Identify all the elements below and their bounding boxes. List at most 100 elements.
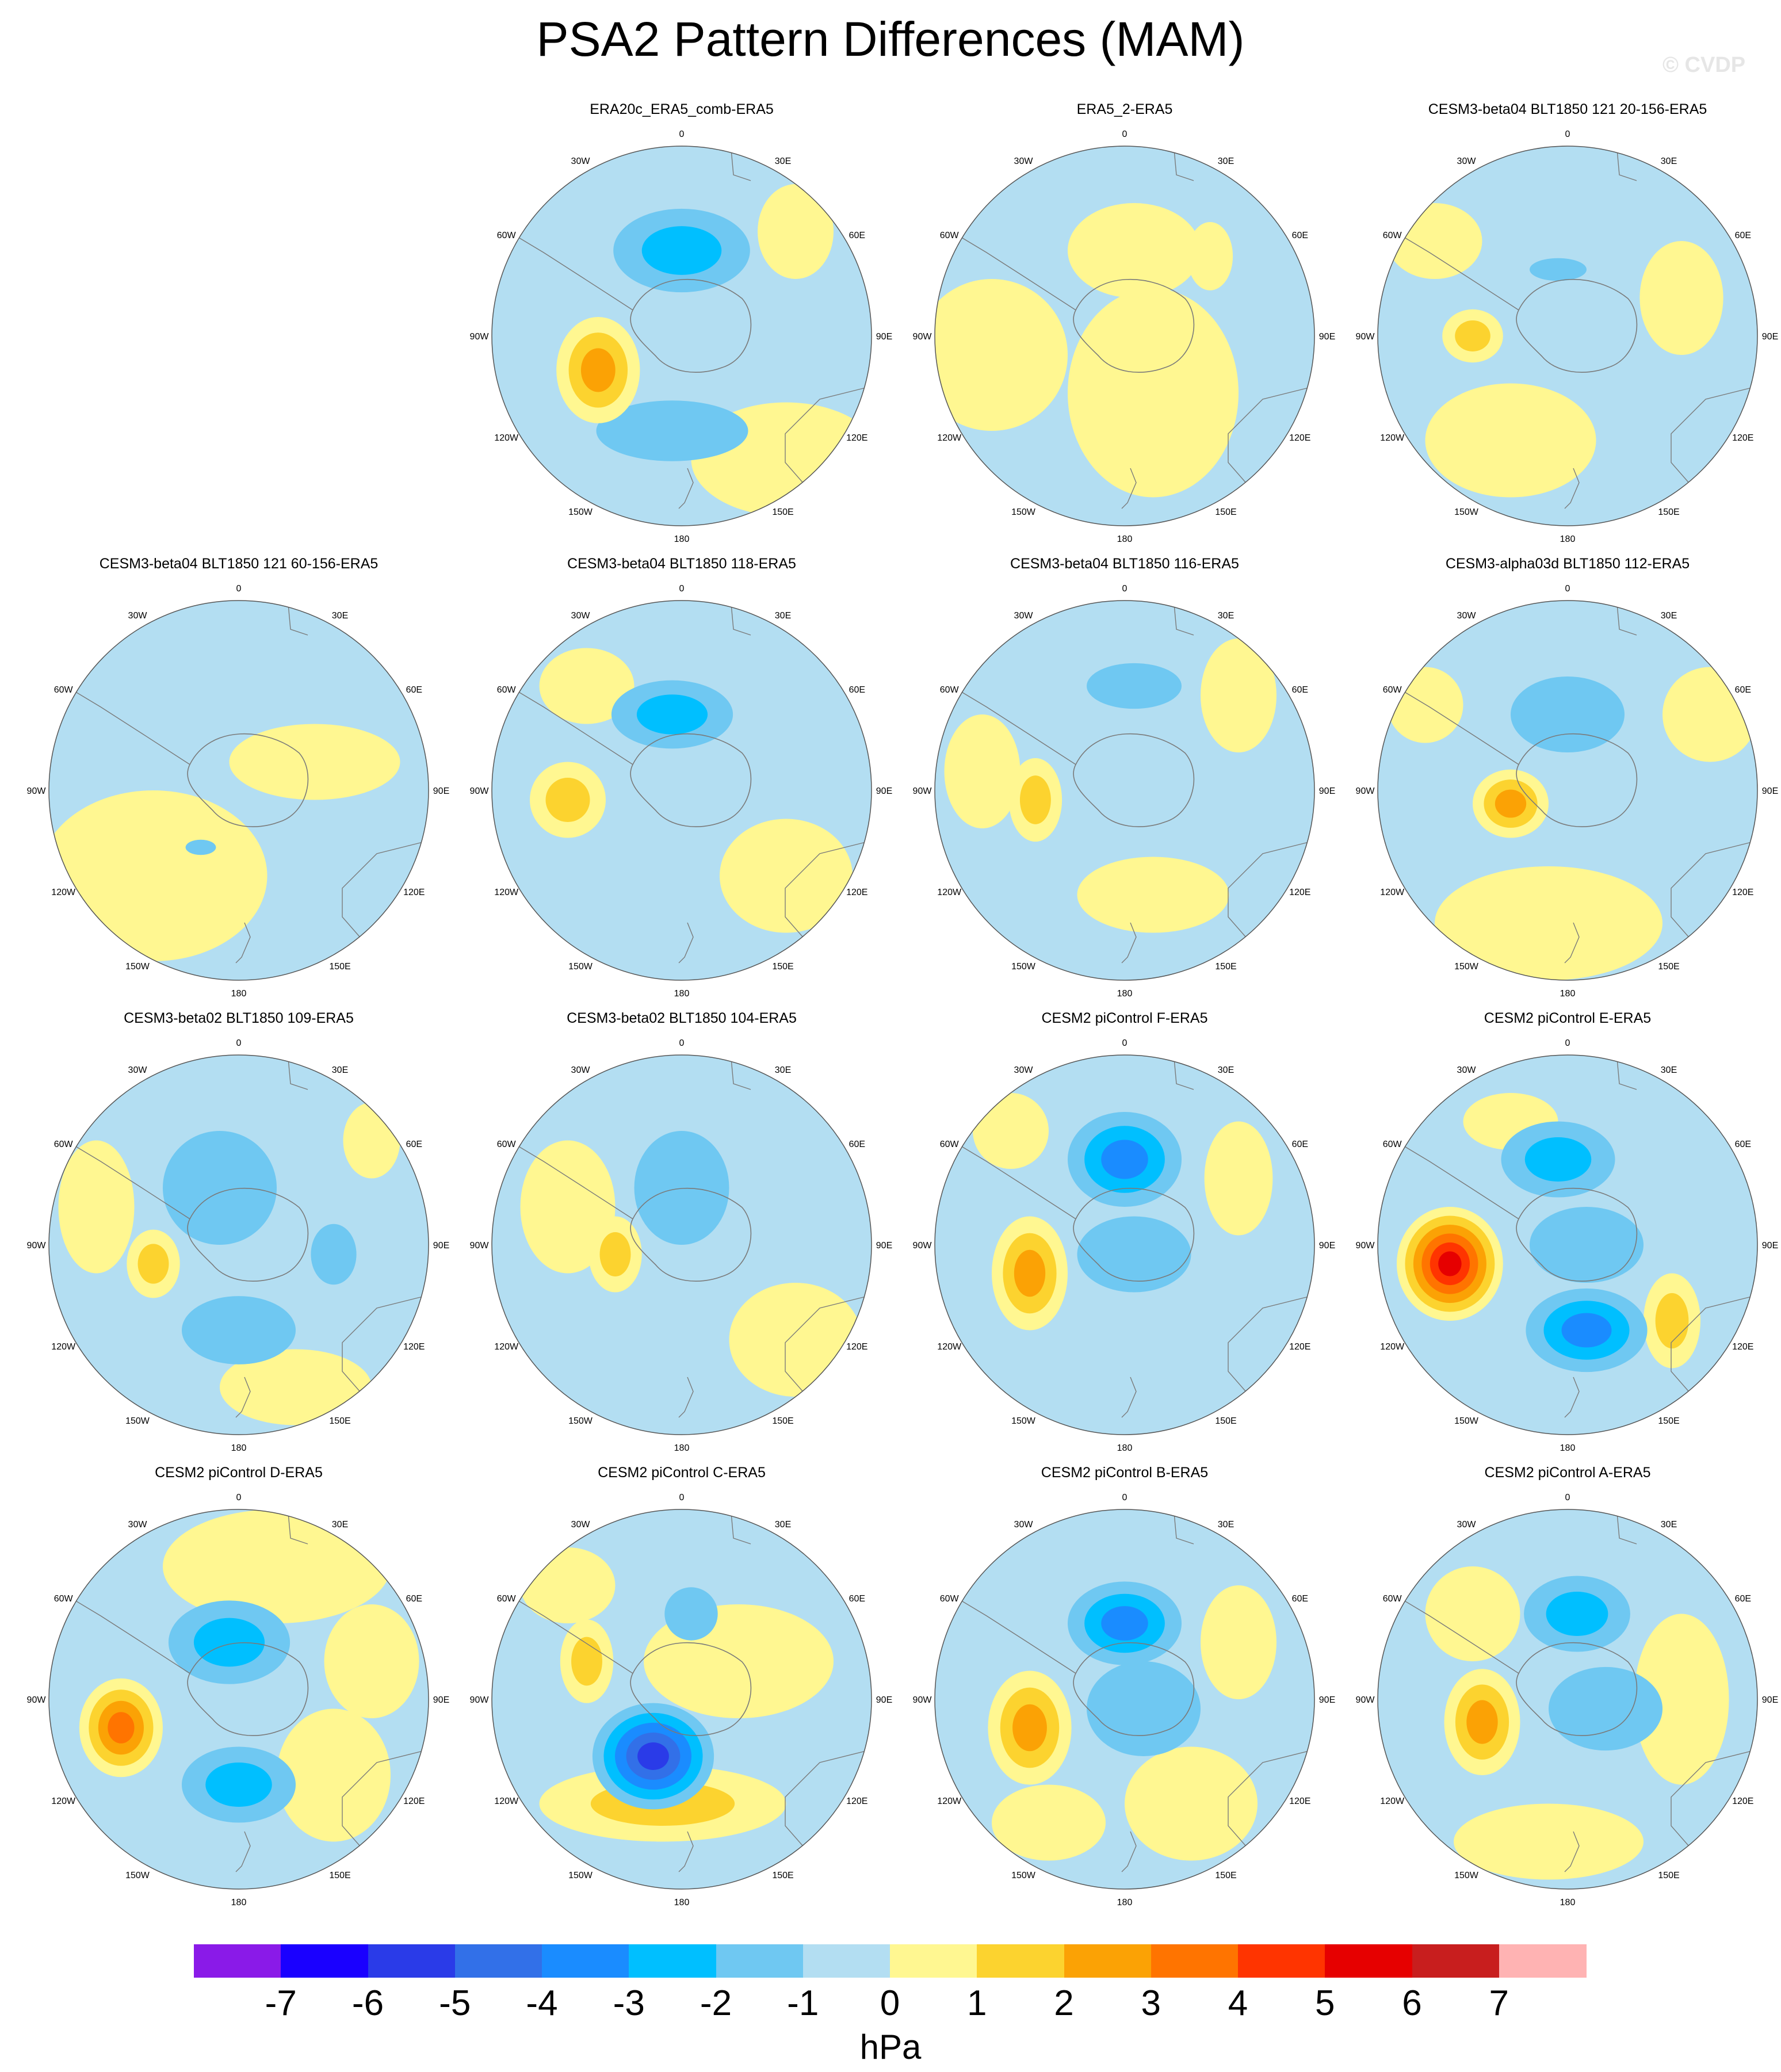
longitude-label: 90W <box>913 1241 932 1251</box>
longitude-label: 90E <box>1762 786 1778 796</box>
pressure-anomaly-contour <box>163 1131 277 1245</box>
panel-title: CESM2 piControl B-ERA5 <box>1041 1465 1209 1481</box>
longitude-label: 90E <box>1762 332 1778 342</box>
africa-coastline <box>1173 1055 1194 1090</box>
map-panel: CESM2 piControl E-ERA5 0 30E 60E 90E 120E 150E… <box>1346 1010 1781 1464</box>
colorbar-tick-label: 6 <box>1402 1983 1422 2023</box>
longitude-label: 90E <box>1319 786 1335 796</box>
panel-title: CESM3-beta04 BLT1850 121 60-156-ERA5 <box>99 556 379 572</box>
longitude-label: 60E <box>406 1140 422 1149</box>
longitude-label: 60W <box>54 685 74 695</box>
longitude-label: 180 <box>1117 534 1133 544</box>
new-zealand-coastline <box>235 922 251 964</box>
longitude-label: 60E <box>1735 1140 1751 1149</box>
longitude-label: 120W <box>937 1796 962 1806</box>
south-america-coastline <box>514 235 633 311</box>
pressure-anomaly-contour <box>324 1604 419 1718</box>
colorbar-segment <box>194 1944 281 1978</box>
longitude-label: 0 <box>1565 584 1570 594</box>
polar-map: 0 30E 60E 90E 120E 150E 180 150W 120W 90W 60W 30W <box>913 129 1336 544</box>
polar-map: 0 30E 60E 90E 120E 150E 180 150W 120W 90W 60W 30W <box>27 1493 450 1907</box>
longitude-label: 180 <box>1117 1898 1133 1907</box>
antarctica-coastline <box>187 733 309 827</box>
longitude-label: 30E <box>775 156 791 166</box>
longitude-label: 60W <box>940 1594 960 1604</box>
longitude-label: 30E <box>332 1520 348 1530</box>
longitude-label: 150W <box>1454 507 1479 517</box>
pressure-anomaly-contour <box>137 1244 169 1284</box>
longitude-label: 150W <box>1454 1871 1479 1880</box>
longitude-label: 60W <box>497 1140 517 1149</box>
colorbar-tick-label: 5 <box>1315 1983 1335 2023</box>
figure-title: PSA2 Pattern Differences (MAM) <box>536 12 1245 66</box>
colorbar-segment <box>629 1944 716 1978</box>
longitude-label: 60E <box>406 685 422 695</box>
longitude-label: 120E <box>1289 888 1310 897</box>
longitude-label: 90W <box>1356 332 1375 342</box>
polar-map: 0 30E 60E 90E 120E 150E 180 150W 120W 90W 60W 30W <box>913 1493 1336 1907</box>
longitude-label: 60E <box>1292 1140 1308 1149</box>
pressure-anomaly-contour <box>636 694 708 735</box>
south-america-coastline <box>1400 1598 1519 1674</box>
longitude-label: 120E <box>403 1796 425 1806</box>
pressure-anomaly-contour <box>571 1637 602 1686</box>
longitude-label: 120W <box>494 1342 519 1352</box>
pressure-anomaly-contour <box>193 1618 265 1667</box>
longitude-label: 150E <box>772 962 793 972</box>
colorbar-segment <box>1412 1944 1500 1978</box>
polar-map: 0 30E 60E 90E 120E 150E 180 150W 120W 90W 60W 30W <box>470 584 893 999</box>
map-border <box>934 1054 1315 1435</box>
africa-coastline <box>730 601 751 636</box>
colorbar-tick-label: -2 <box>700 1983 732 2023</box>
polar-map: 0 30E 60E 90E 120E 150E 180 150W 120W 90W 60W 30W <box>27 584 450 999</box>
longitude-label: 60W <box>940 1140 960 1149</box>
south-america-coastline <box>957 1598 1076 1674</box>
longitude-label: 90W <box>913 1695 932 1705</box>
longitude-label: 180 <box>674 1898 690 1907</box>
pressure-anomaly-contour <box>1438 1251 1462 1276</box>
pressure-anomaly-contour <box>1101 1606 1148 1641</box>
colorbar-tick-label: 4 <box>1228 1983 1248 2023</box>
longitude-label: 30W <box>571 1065 591 1075</box>
longitude-label: 30W <box>1457 1065 1477 1075</box>
panel-title: CESM3-beta02 BLT1850 109-ERA5 <box>124 1010 354 1026</box>
antarctica-coastline <box>1073 1188 1195 1282</box>
longitude-label: 30W <box>571 1520 591 1530</box>
antarctica-coastline <box>1516 733 1638 827</box>
antarctica-coastline <box>630 733 752 827</box>
pressure-anomaly-contour <box>720 819 853 933</box>
pressure-anomaly-contour <box>1425 1566 1520 1661</box>
longitude-label: 150E <box>772 507 793 517</box>
pressure-anomaly-contour <box>1077 857 1229 933</box>
longitude-label: 30W <box>1014 1520 1034 1530</box>
colorbar-segment <box>1499 1944 1587 1978</box>
australia-coastline <box>1671 1750 1752 1849</box>
longitude-label: 90W <box>470 332 490 342</box>
new-zealand-coastline <box>678 468 694 509</box>
colorbar-segment <box>454 1944 542 1978</box>
pressure-anomaly-contour <box>1068 203 1201 298</box>
australia-coastline <box>785 1296 866 1395</box>
longitude-label: 60W <box>940 685 960 695</box>
longitude-label: 30W <box>571 611 591 621</box>
longitude-label: 90E <box>1762 1695 1778 1705</box>
africa-coastline <box>1173 1509 1194 1545</box>
longitude-label: 150E <box>1658 507 1679 517</box>
antarctica-coastline <box>1516 279 1638 373</box>
antarctica-coastline <box>187 1188 309 1282</box>
africa-coastline <box>1173 146 1194 181</box>
longitude-label: 90W <box>1356 1241 1375 1251</box>
longitude-label: 60E <box>849 1594 865 1604</box>
longitude-label: 120W <box>937 1342 962 1352</box>
longitude-label: 150E <box>1658 1416 1679 1426</box>
antarctica-coastline <box>1073 279 1195 373</box>
longitude-label: 0 <box>679 584 685 594</box>
longitude-label: 60E <box>849 231 865 240</box>
africa-coastline <box>730 146 751 181</box>
pressure-anomaly-contour <box>1655 1293 1689 1349</box>
pressure-anomaly-contour <box>1068 288 1239 498</box>
pressure-anomaly-contour <box>311 1224 357 1285</box>
south-america-coastline <box>514 1598 633 1674</box>
colorbar-tick-label: -3 <box>613 1983 645 2023</box>
longitude-label: 90W <box>913 332 932 342</box>
